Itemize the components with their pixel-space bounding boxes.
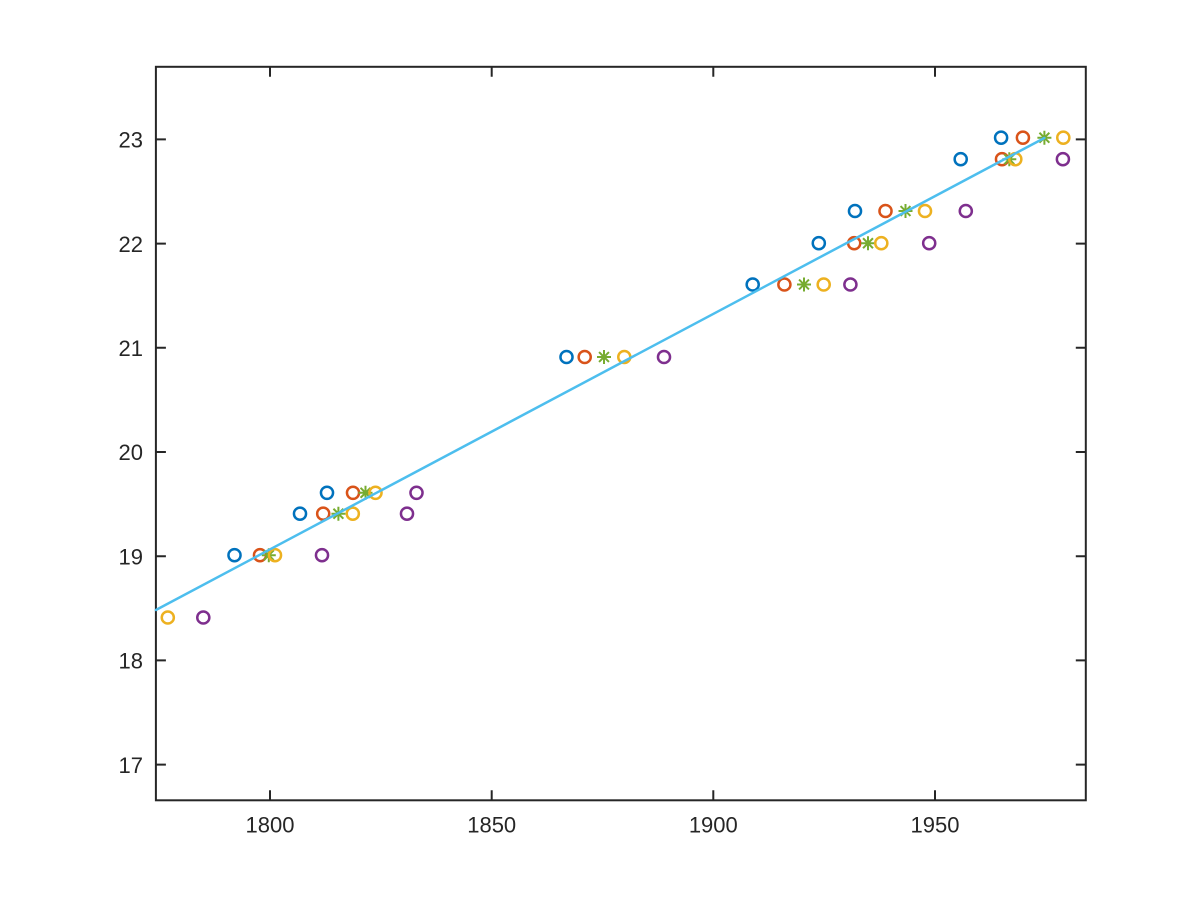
svg-text:19: 19: [119, 544, 143, 569]
svg-text:1800: 1800: [246, 813, 295, 838]
svg-text:17: 17: [119, 753, 143, 778]
svg-text:21: 21: [119, 336, 143, 361]
svg-text:18: 18: [119, 649, 143, 674]
svg-text:1950: 1950: [911, 813, 960, 838]
svg-text:22: 22: [119, 232, 143, 257]
svg-text:23: 23: [119, 128, 143, 153]
svg-text:20: 20: [119, 440, 143, 465]
svg-text:1850: 1850: [467, 813, 516, 838]
svg-text:1900: 1900: [689, 813, 738, 838]
